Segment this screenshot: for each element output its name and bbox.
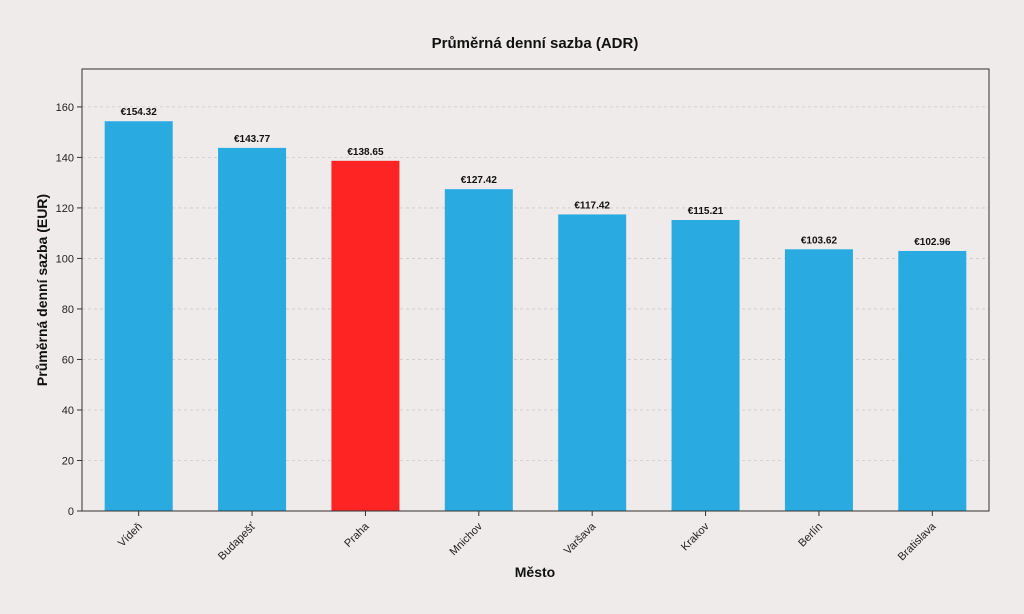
y-tick-label: 40 bbox=[62, 405, 74, 417]
y-tick-label: 140 bbox=[56, 152, 74, 164]
x-tick-label: Berlín bbox=[796, 521, 825, 550]
bar bbox=[104, 121, 173, 511]
y-tick-label: 80 bbox=[62, 304, 74, 316]
bar bbox=[331, 160, 400, 512]
bar-value-label: €103.62 bbox=[801, 235, 838, 246]
bar-value-label: €154.32 bbox=[121, 107, 158, 118]
x-axis-title: Město bbox=[515, 564, 555, 580]
y-tick-label: 60 bbox=[62, 354, 74, 366]
chart-title: Průměrná denní sazba (ADR) bbox=[432, 35, 639, 52]
x-tick-label: Praha bbox=[342, 520, 372, 550]
x-axis: Vídeň Budapešť Praha Mnichov Varšava Krakov Be… bbox=[116, 511, 939, 563]
bar-value-label: €117.42 bbox=[574, 200, 610, 211]
bar-value-label: €143.77 bbox=[234, 134, 271, 145]
bar bbox=[671, 220, 740, 511]
bar-value-label: €115.21 bbox=[688, 206, 724, 217]
bar bbox=[444, 189, 513, 511]
x-tick-label: Varšava bbox=[562, 520, 599, 557]
bar-value-label: €138.65 bbox=[347, 147, 384, 158]
bar bbox=[218, 147, 287, 511]
y-axis-title: Průměrná denní sazba (EUR) bbox=[34, 194, 50, 386]
bar-value-label: €102.96 bbox=[914, 237, 951, 248]
bar bbox=[898, 250, 967, 511]
x-tick-label: Krakov bbox=[679, 520, 712, 553]
plot-frame bbox=[81, 68, 990, 512]
y-tick-label: 160 bbox=[56, 102, 74, 114]
bar bbox=[784, 249, 853, 511]
x-tick-label: Budapešť bbox=[216, 520, 259, 563]
bar bbox=[558, 214, 627, 511]
y-tick-label: 100 bbox=[56, 253, 74, 265]
y-tick-label: 0 bbox=[68, 506, 74, 518]
y-tick-label: 120 bbox=[56, 203, 74, 215]
x-tick-label: Bratislava bbox=[896, 520, 939, 563]
y-axis: 0 20 40 60 80 100 120 140 160 bbox=[56, 102, 82, 518]
y-tick-label: 20 bbox=[62, 455, 74, 467]
bar-value-label: €127.42 bbox=[461, 175, 498, 186]
x-tick-label: Mnichov bbox=[447, 520, 485, 558]
x-tick-label: Vídeň bbox=[116, 521, 145, 550]
bars: €154.32 €143.77 €138.65 €127.42 €117.42 €115.… bbox=[104, 107, 967, 512]
